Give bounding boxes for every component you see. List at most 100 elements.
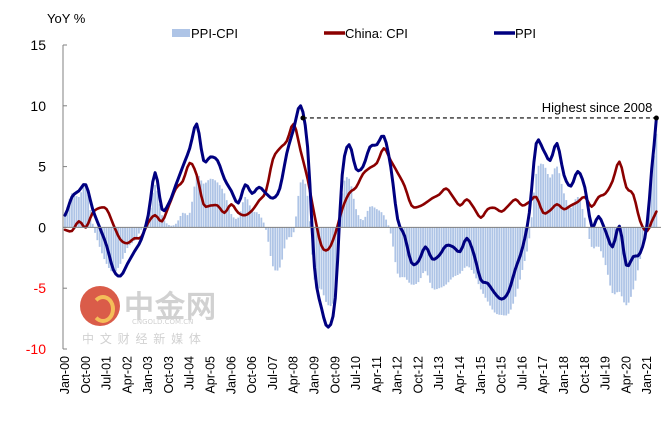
x-tick-label: Jul-10: [349, 356, 363, 390]
bar-ppi-cpi: [290, 227, 293, 238]
bar-ppi-cpi: [565, 200, 568, 228]
legend-swatch-ppi-cpi: [172, 29, 190, 37]
bar-ppi-cpi: [299, 182, 302, 228]
bar-ppi-cpi: [172, 225, 175, 228]
bar-ppi-cpi: [500, 227, 503, 315]
bar-ppi-cpi: [546, 174, 549, 228]
bar-ppi-cpi: [64, 212, 66, 228]
bar-ppi-cpi: [375, 209, 378, 228]
bar-ppi-cpi: [188, 212, 191, 228]
bar-ppi-cpi: [274, 227, 277, 271]
bar-ppi-cpi: [620, 227, 623, 297]
bar-ppi-cpi: [491, 227, 494, 310]
y-tick-label: 5: [38, 159, 46, 175]
bar-ppi-cpi: [320, 227, 323, 290]
bar-ppi-cpi: [200, 180, 203, 228]
bar-ppi-cpi: [484, 227, 487, 298]
bar-ppi-cpi: [454, 227, 457, 276]
bar-ppi-cpi: [276, 227, 279, 271]
watermark-brand: 中金网: [124, 290, 217, 325]
bar-ppi-cpi: [440, 227, 443, 288]
bar-ppi-cpi: [151, 192, 154, 228]
bar-ppi-cpi: [597, 227, 600, 247]
x-tick-label: Apr-20: [619, 356, 633, 394]
bar-ppi-cpi: [158, 204, 161, 228]
x-tick-label: Jul-04: [183, 356, 197, 390]
bar-ppi-cpi: [154, 184, 156, 228]
annotation-marker-end: [653, 115, 659, 121]
bar-ppi-cpi: [505, 227, 508, 316]
watermark-domain: CNGOLD.COM.CN: [132, 318, 194, 326]
watermark-tagline: 中 文 财 经 新 媒 体: [82, 332, 202, 346]
bar-ppi-cpi: [588, 227, 591, 239]
bar-ppi-cpi: [653, 155, 655, 228]
bar-ppi-cpi: [410, 227, 413, 285]
bar-ppi-cpi: [496, 227, 498, 315]
bar-ppi-cpi: [641, 227, 644, 248]
bar-ppi-cpi: [170, 225, 173, 228]
bar-ppi-cpi: [211, 179, 214, 228]
x-tick-label: Jan-09: [307, 356, 321, 394]
bar-ppi-cpi: [389, 227, 392, 234]
bar-ppi-cpi: [302, 179, 304, 228]
x-tick-label: Apr-02: [120, 356, 134, 394]
x-tick-label: Jan-15: [474, 356, 488, 394]
x-tick-label: Apr-08: [287, 356, 301, 394]
legend-label-ppi: PPI: [515, 26, 536, 41]
bar-ppi-cpi: [392, 227, 394, 247]
bar-ppi-cpi: [265, 227, 267, 230]
bar-ppi-cpi: [177, 220, 180, 228]
bar-ppi-cpi: [639, 227, 642, 260]
bar-ppi-cpi: [198, 175, 200, 228]
bar-ppi-cpi: [193, 186, 196, 228]
bar-ppi-cpi: [530, 217, 533, 228]
bar-ppi-cpi: [306, 195, 309, 228]
bar-ppi-cpi: [362, 220, 364, 228]
bar-ppi-cpi: [655, 133, 658, 228]
bar-ppi-cpi: [96, 227, 99, 241]
x-tick-label: Jul-13: [432, 356, 446, 390]
bar-ppi-cpi: [553, 168, 556, 228]
x-tick-label: Jul-07: [266, 356, 280, 390]
bar-ppi-cpi: [110, 227, 113, 272]
bar-ppi-cpi: [572, 205, 575, 228]
bar-ppi-cpi: [403, 227, 406, 278]
x-tick-label: Jan-12: [391, 356, 405, 394]
bar-ppi-cpi: [77, 197, 80, 228]
bar-ppi-cpi: [308, 221, 311, 228]
x-tick-label: Jul-16: [515, 356, 529, 390]
annotation: Highest since 2008: [300, 100, 659, 121]
annotation-marker-start: [300, 115, 306, 121]
bar-ppi-cpi: [329, 227, 332, 307]
bar-ppi-cpi: [405, 227, 408, 280]
bar-ppi-cpi: [114, 227, 117, 272]
legend-label-ppi-cpi: PPI-CPI: [191, 26, 238, 41]
bar-ppi-cpi: [380, 212, 383, 228]
bar-ppi-cpi: [135, 227, 138, 238]
bar-ppi-cpi: [539, 163, 542, 228]
bar-ppi-cpi: [479, 227, 482, 290]
bar-ppi-cpi: [493, 227, 496, 313]
bar-ppi-cpi: [165, 223, 168, 228]
bar-ppi-cpi: [239, 211, 242, 228]
bar-ppi-cpi: [581, 208, 584, 228]
bar-ppi-cpi: [244, 197, 247, 228]
bar-ppi-cpi: [364, 216, 367, 228]
x-tick-label: Oct-09: [328, 356, 342, 394]
bar-ppi-cpi: [415, 227, 418, 284]
bar-ppi-cpi: [228, 208, 230, 228]
bar-ppi-cpi: [442, 227, 445, 287]
bar-ppi-cpi: [512, 227, 515, 304]
bar-ppi-cpi: [449, 227, 452, 280]
x-tick-label: Jan-18: [557, 356, 571, 394]
bar-ppi-cpi: [195, 176, 198, 228]
x-tick-label: Jan-06: [224, 356, 238, 394]
bar-ppi-cpi: [295, 216, 297, 228]
bar-ppi-cpi: [255, 212, 258, 228]
bar-ppi-cpi: [468, 227, 471, 268]
bar-ppi-cpi: [634, 227, 637, 281]
bar-ppi-cpi: [369, 206, 371, 228]
bar-ppi-cpi: [447, 227, 450, 283]
bar-ppi-cpi: [486, 227, 489, 302]
